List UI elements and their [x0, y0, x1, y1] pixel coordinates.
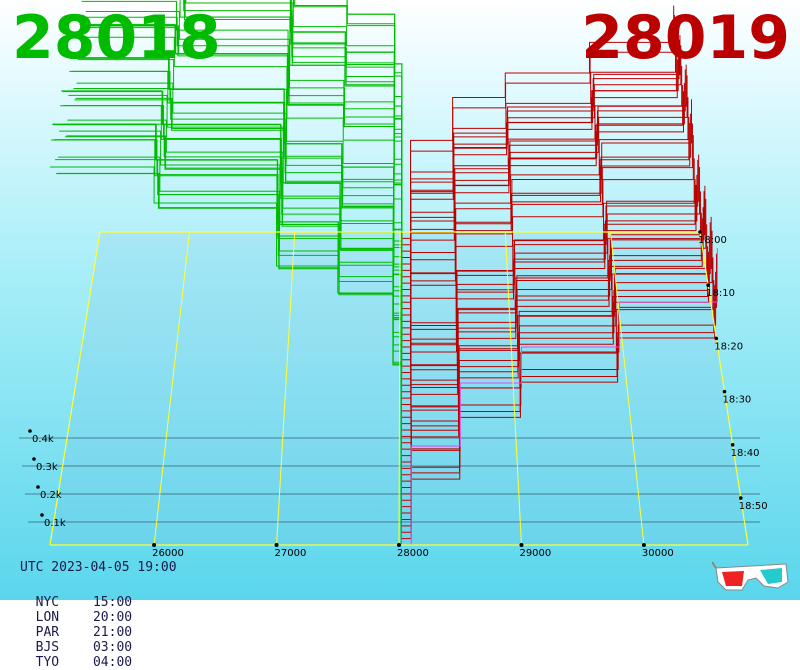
bid-depth-curve [289, 0, 403, 309]
ask-depth-curve [401, 248, 718, 546]
bid-depth-curve [50, 166, 402, 545]
bid-depth-curve [290, 0, 403, 303]
x-tick-marker [519, 543, 524, 547]
bid-depth-curve [70, 57, 402, 418]
x-tick-label: 28000 [397, 548, 429, 559]
x-tick-marker [641, 543, 646, 547]
bid-depth-curve [79, 23, 403, 360]
bid-depth-curve [185, 0, 403, 264]
x-tick-marker [152, 543, 157, 547]
timezone-bjs: BJS 03:00 [35, 640, 133, 655]
x-tick-label: 26000 [152, 548, 184, 559]
depth-series-layer [50, 0, 718, 546]
timezone-tyo: TYO 04:00 [35, 655, 133, 670]
bid-depth-curve [179, 0, 403, 316]
bid-depth-curve [60, 105, 402, 482]
timezone-nyc: NYC 15:00 [35, 595, 133, 610]
depth-tick-label: 0.4k [32, 434, 54, 445]
utc-timestamp: UTC 2023-04-05 19:00 [20, 560, 177, 575]
time-tick-label: 18:00 [698, 235, 727, 246]
time-tick-marker [698, 230, 702, 234]
time-tick-label: 18:30 [722, 395, 751, 406]
timezone-par: PAR 21:00 [35, 625, 133, 640]
depth-tick-marker [36, 485, 40, 489]
price-gridline [504, 231, 522, 546]
time-tick-marker [706, 283, 710, 288]
bid-depth-curve [77, 59, 403, 373]
order-book-depth-chart: 26000 27000 28000 29000 30000 0.1k 0.2k 0.3k 0.4… [19, 0, 768, 559]
bid-depth-curve [346, 0, 403, 245]
depth-tick-label: 0.1k [44, 518, 66, 529]
x-tick-marker [274, 543, 279, 547]
bid-depth-curve [61, 90, 402, 475]
depth-tick-marker [40, 513, 44, 517]
x-tick-label: 27000 [275, 548, 307, 559]
bid-depth-curve [68, 94, 402, 431]
bid-depth-curve [292, 0, 403, 258]
x-tick-label: 30000 [642, 548, 674, 559]
bid-depth-curve [69, 70, 402, 424]
bid-price-label: 28018 [12, 3, 221, 73]
depth-tick-label: 0.2k [40, 490, 62, 501]
bid-depth-curve [52, 123, 402, 533]
time-tick-label: 18:10 [706, 288, 735, 299]
ask-price-label: 28019 [581, 3, 790, 73]
depth-tick-marker [32, 457, 36, 461]
timezone-lon: LON 20:00 [35, 610, 133, 625]
time-tick-marker [714, 336, 719, 341]
timezone-row: NYC 15:00 LON 20:00 PAR 21:00 BJS 03:00 … [20, 580, 184, 670]
bid-depth-curve [293, 0, 403, 252]
depth-tick-label: 0.3k [36, 462, 58, 473]
frame-left [49, 231, 101, 546]
price-gridline [153, 231, 190, 546]
x-tick-marker [397, 543, 401, 547]
bid-depth-curve [58, 156, 402, 494]
bid-depth-curve [78, 36, 403, 367]
time-tick-label: 18:20 [714, 341, 743, 352]
time-tick-marker [730, 443, 735, 447]
price-gridline [276, 231, 296, 546]
bid-depth-curve [59, 130, 402, 488]
price-gridline [610, 231, 645, 546]
time-tick-label: 18:50 [739, 501, 768, 512]
3d-glasses-icon[interactable] [712, 558, 792, 594]
bid-depth-curve [51, 139, 402, 539]
time-tick-marker [722, 389, 727, 394]
time-tick-label: 18:40 [731, 448, 760, 459]
price-gridline [398, 231, 401, 546]
axis-ticks: 26000 27000 28000 29000 30000 0.1k 0.2k 0.3k 0.4… [28, 230, 768, 559]
time-tick-marker [739, 496, 743, 500]
bid-depth-curve [81, 0, 403, 347]
depth-grid [19, 232, 760, 545]
x-tick-label: 29000 [519, 548, 551, 559]
depth-tick-marker [28, 429, 32, 433]
